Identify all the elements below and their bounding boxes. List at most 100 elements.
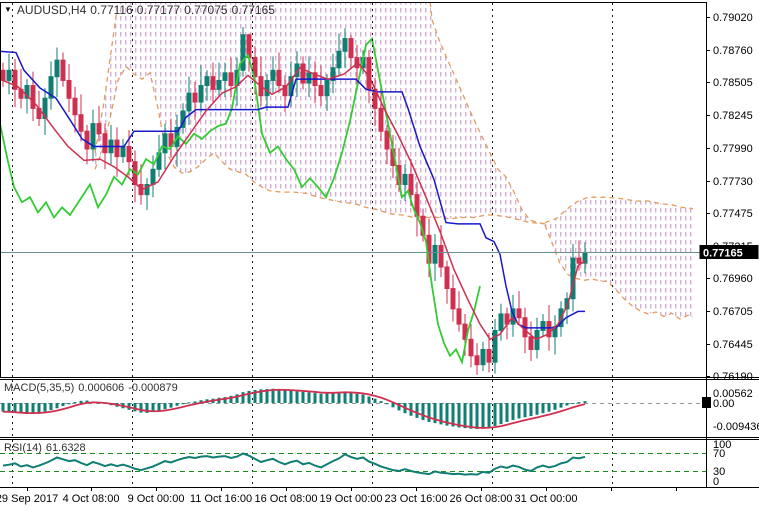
candle-body [366, 57, 372, 90]
time-axis-label: 16 Oct 08:00 [255, 493, 318, 505]
macd-title: MACD(5,35,5) [4, 382, 75, 394]
macd-bar [523, 403, 527, 418]
candle-body [126, 145, 132, 163]
macd-bar [343, 391, 347, 403]
macd-bar [259, 389, 263, 403]
macd-bar [559, 403, 563, 408]
rsi-value: 61.6328 [45, 442, 86, 454]
candle-body [90, 123, 96, 150]
candle-body [144, 184, 150, 196]
macd-bar [565, 403, 569, 406]
macd-bar [325, 393, 329, 403]
macd-bar [163, 403, 167, 410]
macd-bar [247, 390, 251, 403]
candle-body [534, 329, 540, 350]
macd-bar [475, 403, 479, 430]
candle-body [318, 85, 324, 97]
candle-body [120, 145, 126, 158]
macd-bar [181, 403, 185, 405]
macd-bar [229, 395, 233, 403]
macd-bar [451, 403, 455, 427]
macd-bar [13, 403, 17, 413]
macd-bar [271, 388, 275, 403]
candle-body [402, 173, 408, 186]
macd-histogram [1, 388, 587, 430]
candle-body [438, 244, 444, 268]
price-axis-label: 0.78245 [713, 110, 753, 122]
symbol-dropdown-icon[interactable]: ▼ [4, 5, 12, 14]
candle-body [432, 244, 438, 264]
time-axis-label: 4 Oct 08:00 [63, 493, 120, 505]
macd-bar [463, 403, 467, 429]
macd-bar [49, 403, 53, 411]
rsi-axis-label: 30 [713, 466, 725, 478]
macd-bar [25, 403, 29, 414]
candle-body [540, 321, 546, 331]
candle-body [546, 321, 552, 338]
candle-body [96, 123, 102, 135]
macd-bar [367, 396, 371, 403]
macd-bar [307, 392, 311, 403]
macd-bar [43, 403, 47, 412]
ichimoku-cloud [545, 197, 693, 320]
macd-bar [55, 403, 59, 409]
candle-body [60, 59, 66, 81]
macd-bar [313, 393, 317, 403]
symbol-ohlc-label: ▼ AUDUSD,H4 0.77116 0.77177 0.77075 0.77165 [4, 3, 275, 17]
price-axis[interactable]: 0.79020 0.78760 0.78505 0.78245 0.77990 0.777… [699, 12, 759, 488]
candle-body [210, 76, 216, 90]
candle-body [6, 69, 12, 81]
quote-high: 0.77177 [136, 3, 181, 17]
rsi-indicator-label: RSI(14) 61.6328 [4, 442, 86, 454]
macd-bar [301, 391, 305, 403]
senkou-span-line [94, 65, 546, 225]
macd-bar [577, 402, 581, 404]
macd-bar [193, 401, 197, 403]
candle-body [282, 85, 288, 97]
candle-body [306, 72, 312, 84]
macd-bar [187, 402, 191, 404]
macd-bar [415, 403, 419, 418]
candle-body [276, 69, 282, 87]
macd-bar [355, 393, 359, 403]
macd-signal-line [2, 388, 586, 429]
price-axis-label: 0.76960 [713, 273, 753, 285]
macd-bar [571, 403, 575, 404]
candle-body [324, 79, 330, 97]
macd-current-marker [702, 397, 711, 408]
macd-bar [145, 403, 149, 413]
macd-bar [379, 401, 383, 403]
candle-body [474, 355, 480, 366]
macd-bar [397, 403, 401, 411]
macd-bar [289, 390, 293, 403]
price-axis-label: 0.76705 [713, 306, 753, 318]
candle-body [72, 97, 78, 116]
main-plot[interactable] [0, 0, 694, 375]
macd-bar [529, 403, 533, 417]
macd-bar [361, 394, 365, 403]
macd-axis-label: 0.00562 [713, 388, 753, 400]
candle-body [378, 107, 384, 132]
time-axis-label: 31 Oct 00:00 [515, 493, 578, 505]
macd-bar [139, 403, 143, 413]
candle-body [1, 69, 6, 81]
macd-bar [427, 403, 431, 422]
price-axis-label: 0.79020 [713, 12, 753, 24]
macd-axis-label: -0.009436 [713, 421, 759, 433]
macd-bar [391, 403, 395, 408]
macd-bar [151, 403, 155, 412]
macd-bar [295, 391, 299, 403]
candle-body [252, 57, 258, 78]
price-axis-label: 0.78505 [713, 77, 753, 89]
candle-body [186, 92, 192, 112]
macd-bar [241, 392, 245, 403]
macd-bar [433, 403, 437, 424]
candle-body [330, 67, 336, 81]
rsi-axis-label: 100 [713, 439, 731, 451]
macd-bar [505, 403, 509, 422]
macd-bar [31, 403, 35, 414]
rsi-title: RSI(14) [4, 442, 42, 454]
price-axis-label: 0.77990 [713, 143, 753, 155]
time-axis[interactable]: 29 Sep 2017 4 Oct 08:00 9 Oct 00:00 11 Oct … [0, 488, 677, 505]
